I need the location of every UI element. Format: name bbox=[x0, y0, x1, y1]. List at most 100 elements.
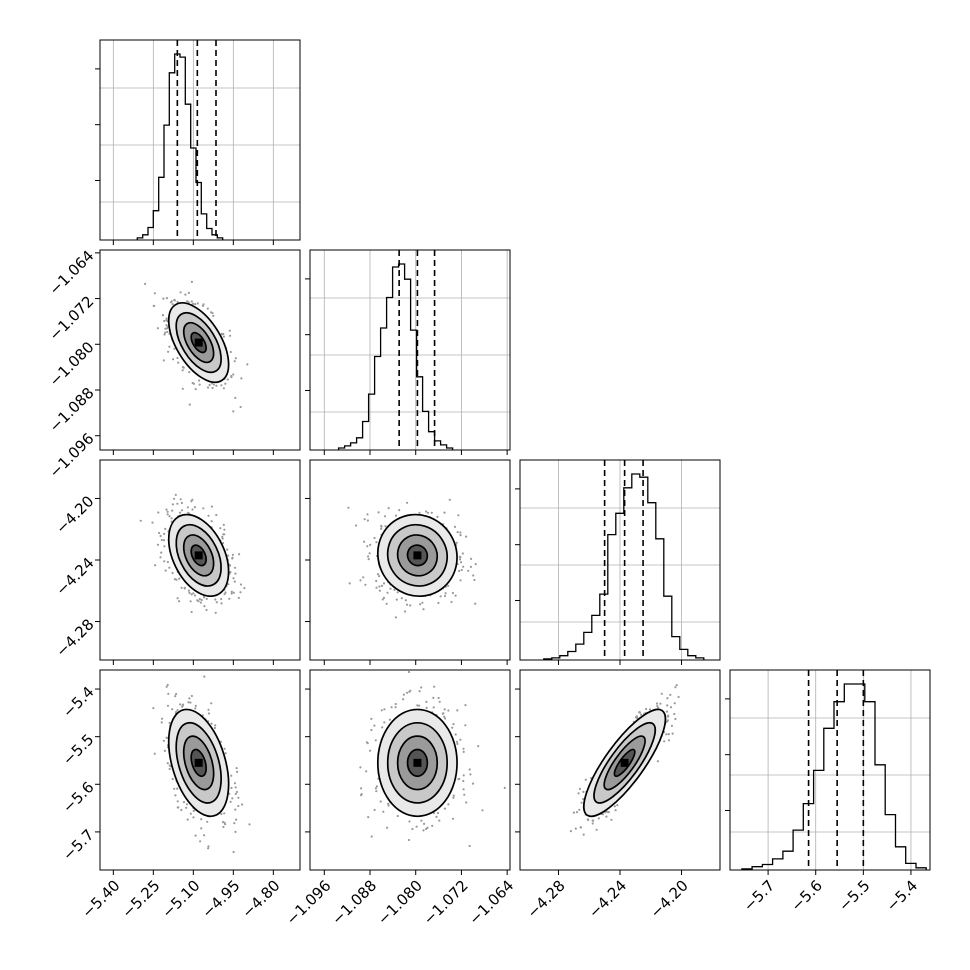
sample-point bbox=[465, 535, 468, 538]
sample-point bbox=[210, 505, 213, 508]
sample-point bbox=[205, 608, 208, 612]
sample-point bbox=[207, 845, 210, 848]
sample-point bbox=[223, 812, 226, 815]
sample-point bbox=[184, 293, 187, 296]
sample-point bbox=[366, 545, 369, 548]
sample-point bbox=[180, 509, 184, 512]
sample-point bbox=[164, 331, 167, 334]
sample-point bbox=[234, 357, 237, 360]
sample-point bbox=[447, 803, 450, 806]
sample-point bbox=[214, 611, 217, 614]
sample-point bbox=[421, 601, 424, 604]
sample-point bbox=[432, 696, 435, 700]
sample-point bbox=[159, 556, 162, 559]
sample-point bbox=[387, 507, 390, 510]
sample-point bbox=[473, 578, 476, 582]
sample-point bbox=[591, 822, 594, 825]
sample-point bbox=[645, 707, 648, 711]
sample-point bbox=[232, 410, 235, 413]
sample-point bbox=[373, 536, 376, 540]
sample-point bbox=[433, 685, 436, 688]
contour-3-2-2 bbox=[603, 735, 646, 791]
sample-point bbox=[408, 820, 411, 823]
sample-point bbox=[199, 840, 202, 843]
sample-point bbox=[438, 700, 441, 703]
panel-frame bbox=[99, 39, 301, 241]
x-tick-label: −5.25 bbox=[118, 877, 163, 922]
sample-point bbox=[170, 300, 173, 303]
sample-point bbox=[465, 801, 468, 804]
sample-point bbox=[198, 383, 201, 386]
y-tick-label: −5.4 bbox=[59, 683, 97, 721]
sample-point bbox=[468, 768, 471, 771]
x-tick-label: −5.40 bbox=[78, 877, 123, 922]
contour-3-0-3 bbox=[190, 748, 208, 778]
sample-point bbox=[171, 509, 174, 512]
sample-point bbox=[232, 373, 235, 376]
sample-point bbox=[666, 697, 669, 700]
sample-point bbox=[660, 692, 663, 695]
sample-point bbox=[667, 739, 671, 742]
sample-point bbox=[456, 709, 459, 712]
sample-point bbox=[234, 572, 237, 575]
sample-point bbox=[163, 532, 166, 536]
sample-point bbox=[223, 533, 226, 536]
sample-point bbox=[151, 521, 154, 524]
sample-point bbox=[243, 587, 246, 590]
sample-point bbox=[656, 704, 659, 708]
sample-point bbox=[503, 786, 506, 790]
sample-point bbox=[638, 711, 642, 714]
sample-point bbox=[456, 742, 459, 746]
sample-point bbox=[425, 700, 428, 704]
sample-point bbox=[190, 694, 193, 698]
sample-point bbox=[211, 386, 214, 390]
sample-point bbox=[180, 808, 183, 812]
sample-point bbox=[382, 582, 386, 585]
sample-point bbox=[165, 317, 168, 320]
sample-point bbox=[355, 524, 358, 527]
sample-point bbox=[233, 566, 237, 569]
sample-point bbox=[374, 787, 377, 790]
sample-point bbox=[462, 774, 465, 777]
sample-point bbox=[438, 819, 441, 822]
sample-point bbox=[469, 565, 472, 569]
sample-point bbox=[219, 527, 222, 530]
sample-point bbox=[422, 608, 425, 611]
density-3-2 bbox=[569, 684, 680, 836]
sample-point bbox=[210, 722, 213, 725]
sample-point bbox=[435, 815, 438, 819]
sample-point bbox=[377, 511, 380, 514]
sample-point bbox=[462, 565, 465, 568]
panel-2-2 bbox=[515, 459, 721, 665]
sample-point bbox=[374, 739, 377, 742]
sample-point bbox=[459, 531, 462, 534]
sample-point bbox=[411, 827, 414, 831]
sample-point bbox=[481, 809, 484, 812]
sample-point bbox=[194, 303, 197, 306]
sample-point bbox=[382, 810, 385, 813]
sample-point bbox=[459, 738, 462, 741]
sample-point bbox=[191, 508, 194, 511]
panel-3-2: −4.28 −4.24 −4.20 bbox=[515, 669, 721, 922]
sample-point bbox=[443, 715, 446, 718]
x-tick-label: −1.064 bbox=[465, 876, 517, 928]
sample-point bbox=[231, 556, 234, 559]
sample-point bbox=[222, 332, 225, 336]
sample-point bbox=[382, 596, 386, 600]
sample-point bbox=[157, 511, 160, 514]
sample-point bbox=[236, 770, 239, 774]
histogram-1 bbox=[337, 263, 454, 450]
sample-point bbox=[452, 723, 455, 726]
sample-point bbox=[447, 584, 450, 587]
sample-point bbox=[453, 525, 457, 529]
sample-point bbox=[379, 800, 382, 803]
sample-point bbox=[171, 777, 174, 781]
sample-point bbox=[222, 523, 225, 527]
sample-point bbox=[227, 583, 230, 586]
sample-point bbox=[156, 327, 159, 330]
sample-point bbox=[207, 708, 210, 711]
sample-point bbox=[232, 850, 235, 854]
x-tick-label: −1.072 bbox=[420, 877, 472, 929]
sample-point bbox=[214, 598, 217, 601]
sample-point bbox=[205, 597, 208, 601]
